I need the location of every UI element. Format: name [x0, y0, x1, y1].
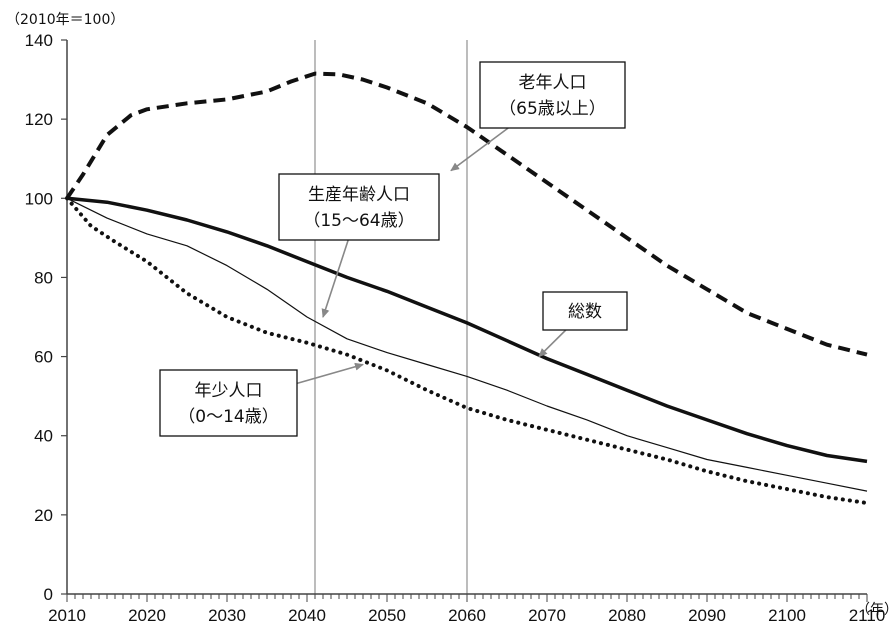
callout-label: （0〜14歳）	[178, 407, 278, 427]
x-tick-label: 2060	[448, 606, 486, 625]
series-line-working-age	[66, 197, 868, 492]
x-tick-label: 2110	[849, 606, 886, 625]
x-unit-label: （年）	[856, 602, 896, 618]
x-tick-label: 2010	[48, 606, 86, 625]
callout-arrow	[538, 329, 567, 358]
y-tick-label: 140	[25, 31, 53, 50]
series-line-elderly	[65, 71, 868, 357]
callout-youth: 年少人口 （0〜14歳）	[159, 362, 364, 437]
callout-box	[278, 173, 440, 241]
callout-box	[159, 369, 298, 437]
y-tick-label: 20	[34, 506, 53, 525]
y-tick-label: 120	[25, 110, 53, 129]
y-tick-label: 0	[44, 585, 53, 604]
y-tick-label: 60	[34, 348, 53, 367]
series-line-total	[66, 196, 868, 464]
callout-elderly: 老年人口 （65歳以上）	[450, 61, 626, 172]
callout-label: 生産年齢人口	[308, 185, 410, 205]
callout-label: 年少人口	[195, 381, 263, 401]
y-unit-label: （2010年＝100）	[6, 12, 124, 28]
callout-label: （65歳以上）	[499, 99, 606, 119]
callout-arrow	[296, 362, 364, 385]
y-tick-label: 40	[34, 427, 53, 446]
callout-box	[542, 291, 628, 331]
callout-total: 総数	[538, 291, 628, 358]
x-tick-label: 2090	[688, 606, 726, 625]
callout-working-age: 生産年齢人口 （15〜64歳）	[278, 173, 440, 318]
x-tick-label: 2050	[368, 606, 406, 625]
y-tick-label: 80	[34, 268, 53, 287]
callout-box	[479, 61, 626, 129]
y-tick-label: 100	[25, 189, 53, 208]
callout-label: （15〜64歳）	[303, 211, 414, 231]
x-tick-label: 2100	[768, 606, 806, 625]
x-tick-label: 2080	[608, 606, 646, 625]
callout-label: 老年人口	[519, 73, 587, 93]
callout-label: 総数	[568, 302, 602, 322]
callout-arrow	[321, 239, 349, 318]
series-line-youth	[65, 196, 869, 505]
x-tick-label: 2070	[528, 606, 566, 625]
series-lines	[65, 71, 869, 505]
x-tick-label: 2020	[128, 606, 166, 625]
callout-arrow	[450, 127, 509, 172]
x-tick-label: 2040	[288, 606, 326, 625]
x-tick-label: 2030	[208, 606, 246, 625]
